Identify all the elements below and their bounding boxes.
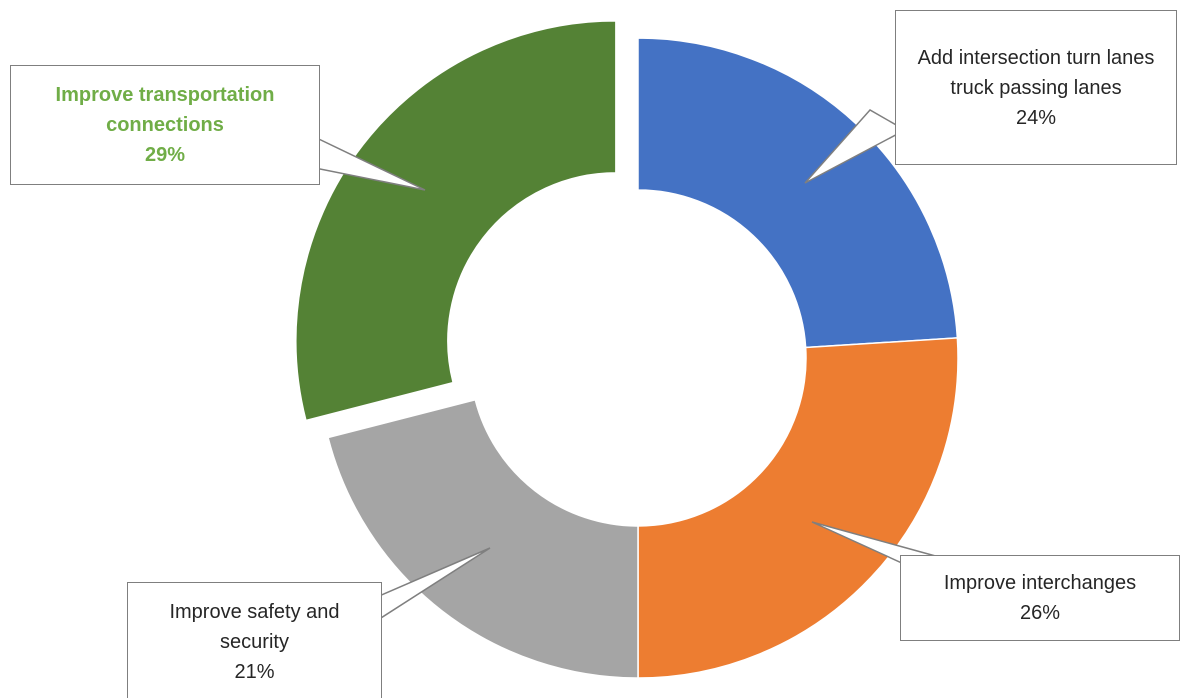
value-label: 24% [1015,106,1057,129]
category-label: Improve transportation connections [55,84,275,136]
value-label: 29% [144,144,186,166]
slice [637,37,959,349]
data-label: Add intersection turn lanes truck passin… [895,10,1177,165]
slice [637,337,959,679]
value-label: 26% [1019,602,1060,624]
slice [295,20,617,422]
data-label: Improve interchanges 26% [900,555,1180,641]
data-label: Improve safety and security 21% [127,582,382,698]
pointer [804,109,907,184]
category-label: Add intersection turn lanes truck passin… [917,46,1155,99]
category-label: Improve interchanges [943,572,1137,594]
category-label: Improve safety and security [169,601,340,653]
value-label: 21% [234,661,275,683]
slice [327,398,639,679]
data-label: Improve transportation connections 29% [10,65,320,185]
